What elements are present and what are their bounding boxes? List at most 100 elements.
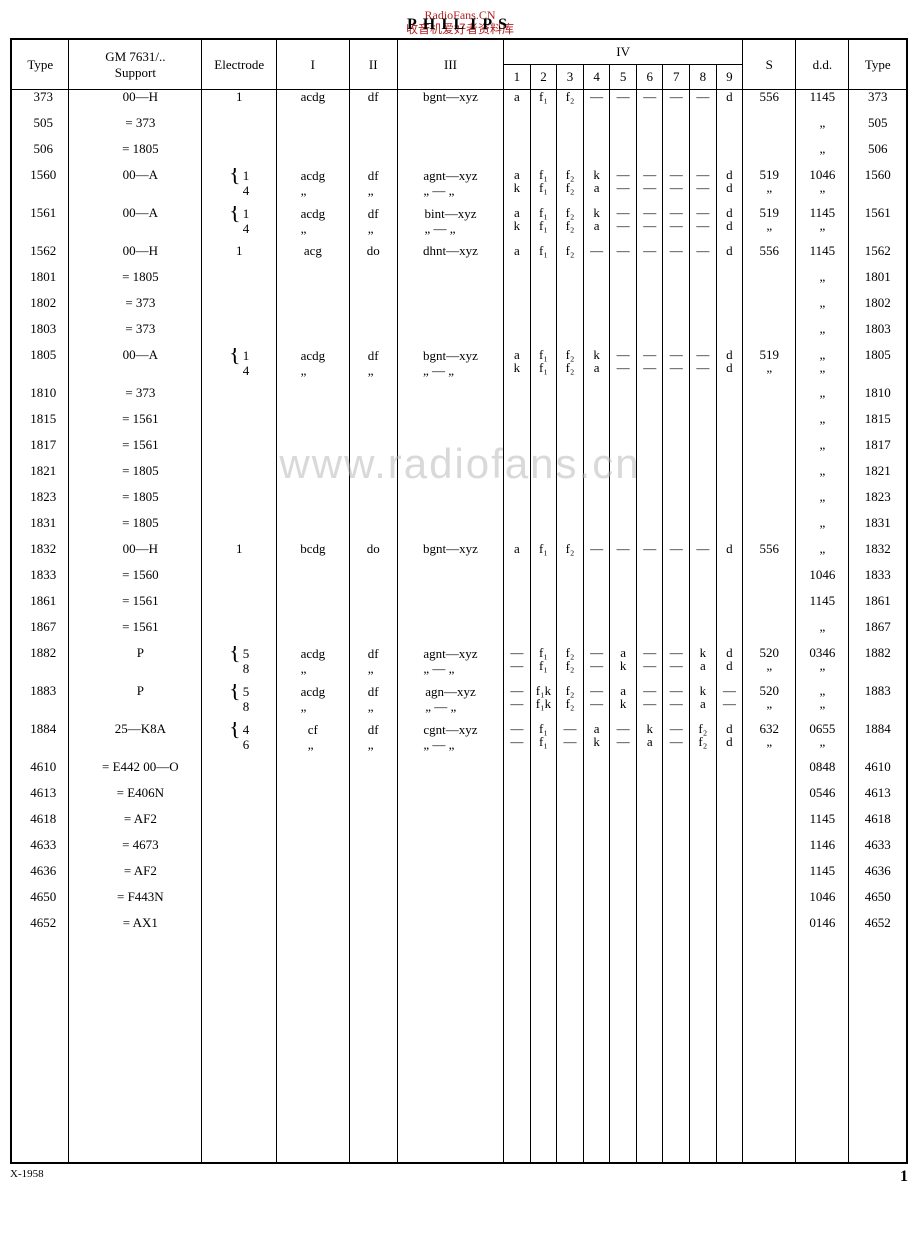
cell-iv-7: —— [663,722,690,760]
cell-iv-3 [557,142,584,168]
cell-iv-9: dd [716,206,743,244]
cell-dd: 1046„ [796,168,849,206]
cell-iv-1 [504,142,531,168]
cell-iv-5 [610,916,637,942]
cell-iv-8 [690,516,717,542]
brand-title: PHILIPS [407,16,513,34]
cell-iv-4 [583,412,610,438]
cell-iv-2 [530,568,557,594]
cell-iii [397,296,503,322]
cell-iv-3: f₂ [557,542,584,568]
cell-dd: 1046 [796,890,849,916]
cell-iv-9 [716,296,743,322]
cell-s [743,116,796,142]
cell-i: acdg„ [277,206,349,244]
cell-ii [349,838,397,864]
cell-iv-4 [583,838,610,864]
cell-iv-2 [530,270,557,296]
cell-iii [397,620,503,646]
cell-iv-3: f₂f₂ [557,684,584,722]
cell-i [277,594,349,620]
cell-support: 00—H [69,90,202,117]
cell-dd: „ [796,620,849,646]
cell-iv-1: —— [504,684,531,722]
cell-electrode: {58 [202,646,277,684]
cell-support: = 373 [69,386,202,412]
cell-i [277,864,349,890]
cell-iv-8: —— [690,348,717,386]
cell-iv-7 [663,890,690,916]
cell-iv-2 [530,786,557,812]
cell-iii [397,890,503,916]
cell-iv-2: f₁ [530,542,557,568]
cell-iv-2: f₁ [530,244,557,270]
cell-iv-8 [690,568,717,594]
cell-iv-2 [530,464,557,490]
cell-ii [349,516,397,542]
cell-iv-1 [504,464,531,490]
cell-iv-9 [716,890,743,916]
cell-iv-3 [557,490,584,516]
cell-iv-4 [583,296,610,322]
cell-i [277,620,349,646]
iv-7: 7 [663,65,690,90]
cell-iv-7: —— [663,206,690,244]
cell-iii: dhnt—xyz [397,244,503,270]
cell-iv-5 [610,296,637,322]
cell-type: 4652 [11,916,69,942]
cell-iv-3: —— [557,722,584,760]
cell-i [277,296,349,322]
cell-iii [397,864,503,890]
cell-iv-5 [610,322,637,348]
cell-iv-8: ka [690,646,717,684]
cell-iii: cgnt—xyz„ — „ [397,722,503,760]
col-support: GM 7631/.. Support [69,39,202,90]
cell-ii: df„ [349,646,397,684]
cell-iv-7: —— [663,646,690,684]
cell-iv-7 [663,116,690,142]
cell-iv-7: —— [663,684,690,722]
cell-iv-5: ak [610,684,637,722]
table-row: 4633= 467311464633 [11,838,907,864]
cell-iv-8: f₂f₂ [690,722,717,760]
col-electrode: Electrode [202,39,277,90]
cell-type2: 373 [849,90,907,117]
cell-iv-7: — [663,542,690,568]
cell-type: 1832 [11,542,69,568]
cell-dd: 1145 [796,244,849,270]
cell-iii [397,142,503,168]
cell-type2: 1823 [849,490,907,516]
table-row: 37300—H1acdgdfbgnt—xyzaf₁f₂—————d5561145… [11,90,907,117]
cell-support: = 373 [69,296,202,322]
cell-iv-7: —— [663,168,690,206]
tube-data-table: Type GM 7631/.. Support Electrode I II I… [10,38,908,1164]
cell-iv-4: ak [583,722,610,760]
cell-dd: „ [796,386,849,412]
cell-support: = 1561 [69,594,202,620]
cell-type: 4613 [11,786,69,812]
cell-iv-8 [690,838,717,864]
cell-ii: df„ [349,722,397,760]
cell-iv-1 [504,386,531,412]
cell-ii [349,890,397,916]
cell-iv-7 [663,270,690,296]
cell-iv-5 [610,116,637,142]
cell-type: 505 [11,116,69,142]
cell-type2: 1884 [849,722,907,760]
cell-electrode [202,760,277,786]
cell-support: P [69,684,202,722]
cell-iv-5 [610,568,637,594]
cell-electrode [202,594,277,620]
table-row: 4618= AF211454618 [11,812,907,838]
cell-s [743,464,796,490]
cell-iv-5 [610,864,637,890]
cell-iv-2 [530,516,557,542]
cell-iv-1 [504,864,531,890]
cell-iii [397,386,503,412]
cell-electrode [202,516,277,542]
cell-iv-2 [530,438,557,464]
cell-iii [397,490,503,516]
cell-iv-7 [663,864,690,890]
cell-s [743,786,796,812]
table-row: 1821= 1805„1821 [11,464,907,490]
